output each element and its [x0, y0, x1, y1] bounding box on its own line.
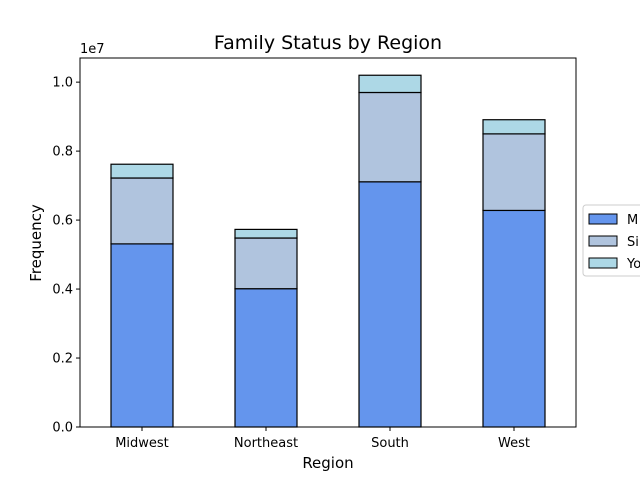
- bar-northeast-series-1: [234, 237, 298, 290]
- legend-label: M: [627, 213, 638, 228]
- y-tick-label: 1.0: [52, 76, 73, 91]
- bar-west-series-1: [482, 133, 546, 212]
- y-tick-label: 0.4: [52, 283, 73, 298]
- bars-group: [110, 74, 546, 428]
- bar-south-series-2: [358, 74, 422, 94]
- y-tick-label: 0.8: [52, 145, 73, 160]
- x-axis-label: Region: [302, 454, 353, 472]
- bar-west-series-0: [482, 209, 546, 428]
- x-tick-label: West: [498, 436, 530, 451]
- bar-midwest-series-1: [110, 177, 174, 245]
- legend: M Si Yo: [582, 204, 640, 277]
- bar-midwest-series-2: [110, 163, 174, 179]
- x-tick-label: South: [371, 436, 409, 451]
- legend-swatch: [588, 235, 618, 247]
- x-tick-label: Northeast: [234, 436, 298, 451]
- bar-midwest-series-0: [110, 243, 174, 428]
- y-tick-label: 0.2: [52, 352, 73, 367]
- legend-label: Yo: [626, 257, 640, 272]
- x-tick-label: Midwest: [115, 436, 169, 451]
- legend-swatch: [588, 257, 618, 269]
- bar-south-series-0: [358, 181, 422, 428]
- bar-south-series-1: [358, 91, 422, 183]
- y-axis-label: Frequency: [27, 204, 45, 282]
- y-offset-text: 1e7: [80, 42, 105, 57]
- legend-swatch: [588, 213, 618, 225]
- y-tick-label: 0.6: [52, 214, 73, 229]
- chart-title: Family Status by Region: [214, 32, 442, 54]
- bar-west-series-2: [482, 119, 546, 135]
- y-tick-label: 0.0: [52, 421, 73, 436]
- bar-northeast-series-2: [234, 228, 298, 239]
- bar-northeast-series-0: [234, 288, 298, 428]
- x-axis: Midwest Northeast South West: [115, 427, 530, 451]
- y-axis: 0.0 0.2 0.4 0.6 0.8 1.0: [52, 76, 80, 436]
- plot-frame: [79, 57, 577, 428]
- legend-label: Si: [627, 235, 639, 250]
